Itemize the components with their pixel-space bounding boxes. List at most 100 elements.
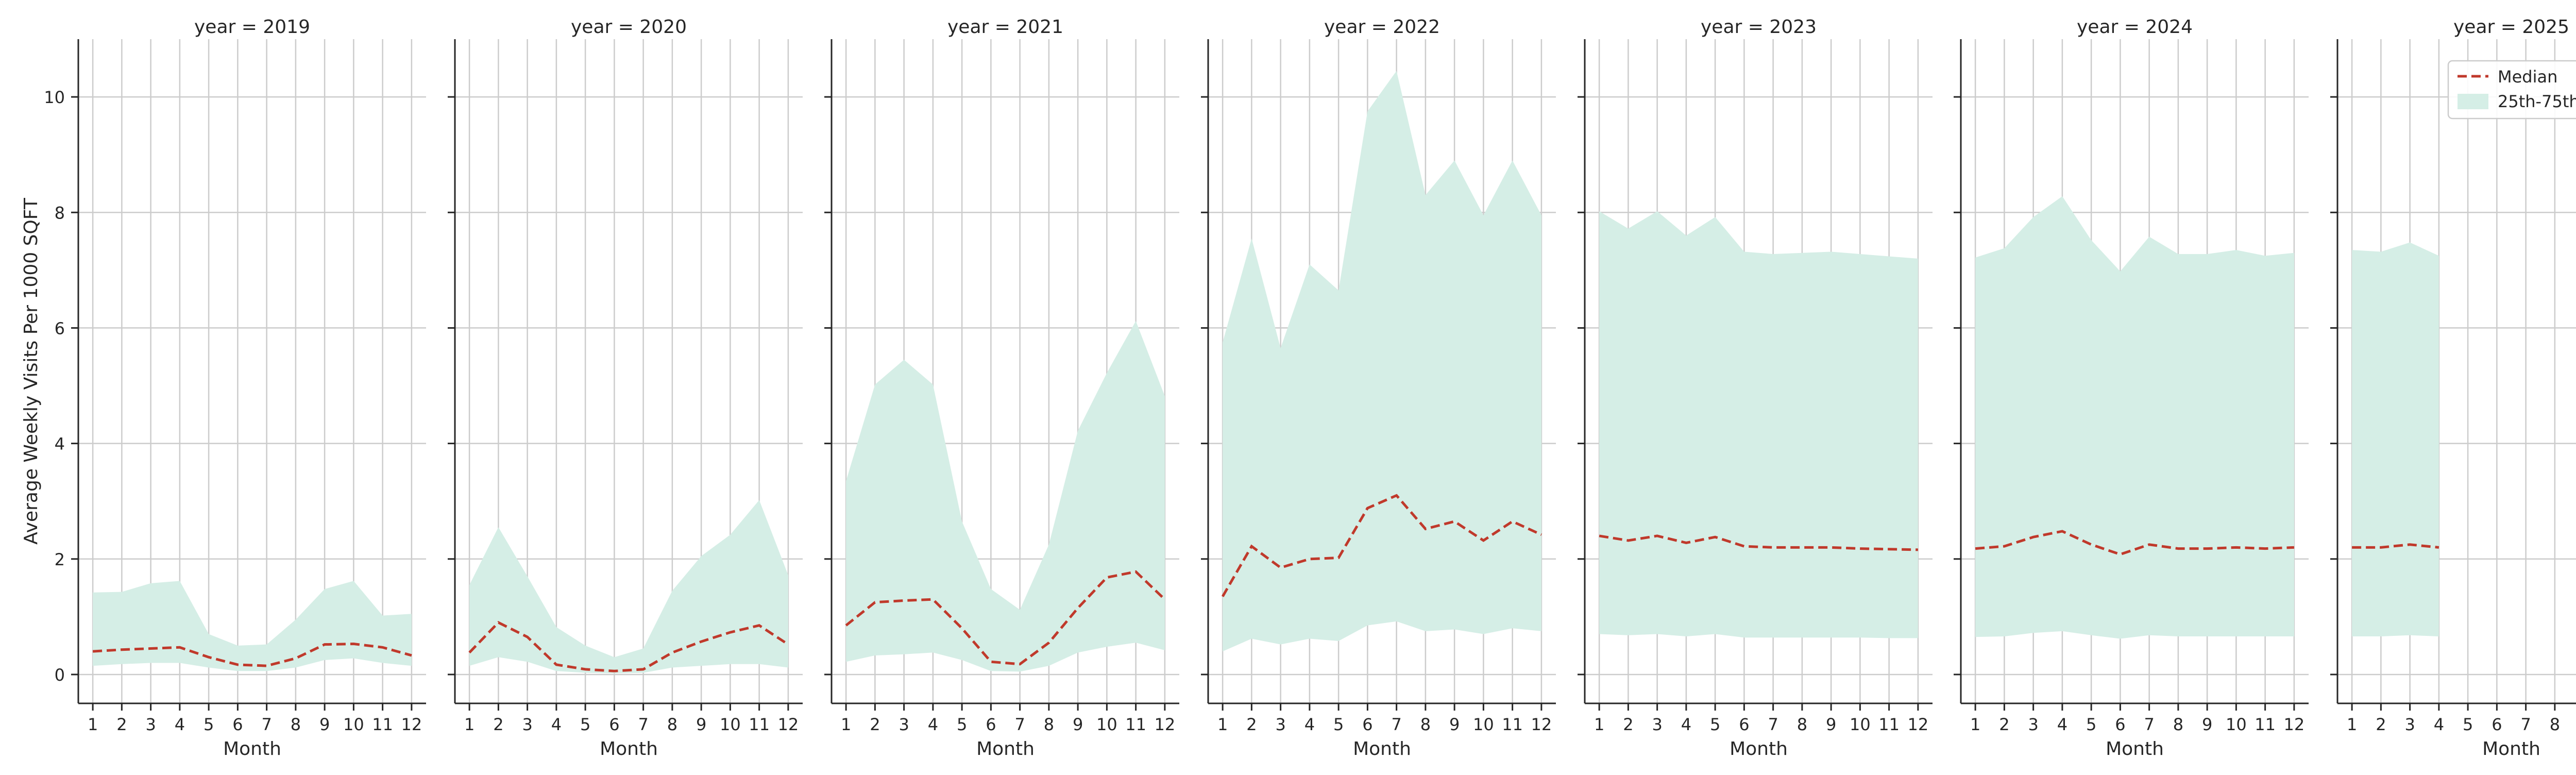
x-tick-label: 5	[204, 715, 214, 734]
x-tick-label: 9	[319, 715, 330, 734]
x-axis-label: Month	[600, 738, 658, 760]
x-tick-label: 5	[2463, 715, 2473, 734]
x-tick-label: 5	[1333, 715, 1344, 734]
x-tick-label: 12	[1531, 715, 1552, 734]
x-tick-label: 12	[1908, 715, 1929, 734]
x-tick-label: 2	[870, 715, 880, 734]
x-tick-label: 10	[1096, 715, 1117, 734]
median-line	[468, 621, 789, 672]
x-tick-label: 7	[1768, 715, 1778, 734]
facet-title: year = 2022	[1324, 16, 1440, 38]
x-tick-label: 2	[116, 715, 127, 734]
x-tick-label: 4	[1681, 715, 1691, 734]
percentile-band	[2352, 242, 2439, 636]
x-tick-label: 5	[2086, 715, 2096, 734]
x-tick-label: 9	[1449, 715, 1460, 734]
x-tick-label: 3	[1275, 715, 1285, 734]
x-tick-label: 12	[1155, 715, 1176, 734]
x-tick-label: 4	[175, 715, 185, 734]
percentile-band	[469, 500, 788, 673]
x-tick-label: 6	[232, 715, 243, 734]
y-tick-label: 6	[55, 318, 65, 338]
x-tick-label: 8	[1044, 715, 1054, 734]
x-tick-label: 8	[1420, 715, 1431, 734]
x-tick-label: 2	[1999, 715, 2009, 734]
x-tick-label: 7	[2520, 715, 2531, 734]
x-tick-label: 9	[2202, 715, 2212, 734]
median-line	[845, 570, 1166, 666]
x-tick-label: 7	[1014, 715, 1025, 734]
facet-title: year = 2025	[2453, 16, 2569, 38]
percentile-band	[1599, 211, 1918, 638]
x-tick-label: 1	[1970, 715, 1980, 734]
y-axis-label: Average Weekly Visits Per 1000 SQFT	[21, 197, 42, 545]
median-line	[92, 643, 412, 667]
x-tick-label: 2	[2376, 715, 2386, 734]
x-tick-label: 3	[2028, 715, 2038, 734]
x-tick-label: 10	[343, 715, 364, 734]
x-tick-label: 5	[580, 715, 590, 734]
x-tick-label: 3	[2404, 715, 2415, 734]
x-tick-label: 1	[464, 715, 474, 734]
x-tick-label: 9	[1826, 715, 1836, 734]
x-tick-label: 8	[2550, 715, 2560, 734]
x-tick-label: 1	[2347, 715, 2357, 734]
x-tick-label: 12	[401, 715, 422, 734]
x-tick-label: 7	[638, 715, 648, 734]
x-tick-label: 6	[1739, 715, 1749, 734]
x-tick-label: 11	[1125, 715, 1146, 734]
x-axis-label: Month	[1353, 738, 1411, 760]
x-tick-label: 3	[1652, 715, 1662, 734]
x-tick-label: 7	[261, 715, 272, 734]
x-tick-label: 11	[749, 715, 770, 734]
facet-title: year = 2019	[194, 16, 310, 38]
x-tick-label: 10	[1850, 715, 1871, 734]
x-tick-label: 3	[522, 715, 532, 734]
x-tick-label: 6	[2115, 715, 2125, 734]
y-tick-label: 4	[55, 434, 65, 454]
x-tick-label: 7	[1391, 715, 1401, 734]
x-tick-label: 5	[957, 715, 967, 734]
x-tick-label: 2	[1246, 715, 1257, 734]
median-line	[1221, 494, 1542, 597]
x-tick-label: 4	[928, 715, 938, 734]
legend: Median 25th-75th Percentile	[2447, 60, 2576, 120]
x-tick-label: 9	[696, 715, 706, 734]
x-axis-label: Month	[1730, 738, 1788, 760]
x-tick-label: 9	[1073, 715, 1083, 734]
x-axis-label: Month	[2482, 738, 2540, 760]
facet-title: year = 2021	[947, 16, 1063, 38]
x-tick-label: 5	[1710, 715, 1720, 734]
y-tick-label: 0	[55, 665, 65, 685]
x-tick-label: 1	[841, 715, 851, 734]
x-tick-label: 10	[1473, 715, 1494, 734]
x-tick-label: 1	[88, 715, 98, 734]
x-tick-label: 4	[551, 715, 562, 734]
x-tick-label: 4	[2434, 715, 2444, 734]
x-tick-label: 4	[1304, 715, 1315, 734]
x-tick-label: 6	[986, 715, 996, 734]
x-tick-label: 12	[2284, 715, 2305, 734]
y-tick-label: 2	[55, 550, 65, 569]
percentile-band	[1975, 196, 2294, 639]
percentile-band	[93, 581, 412, 671]
x-tick-label: 2	[1623, 715, 1633, 734]
facet-title: year = 2023	[1701, 16, 1817, 38]
x-tick-label: 11	[2255, 715, 2276, 734]
facet-title: year = 2020	[571, 16, 687, 38]
x-tick-label: 7	[2144, 715, 2154, 734]
x-tick-label: 2	[493, 715, 503, 734]
legend-median-label: Median	[2498, 67, 2557, 87]
legend-band-label: 25th-75th Percentile	[2498, 92, 2576, 111]
x-tick-label: 1	[1217, 715, 1228, 734]
percentile-band	[846, 321, 1165, 672]
x-tick-label: 8	[1797, 715, 1807, 734]
x-tick-label: 1	[1594, 715, 1604, 734]
x-tick-label: 3	[899, 715, 909, 734]
